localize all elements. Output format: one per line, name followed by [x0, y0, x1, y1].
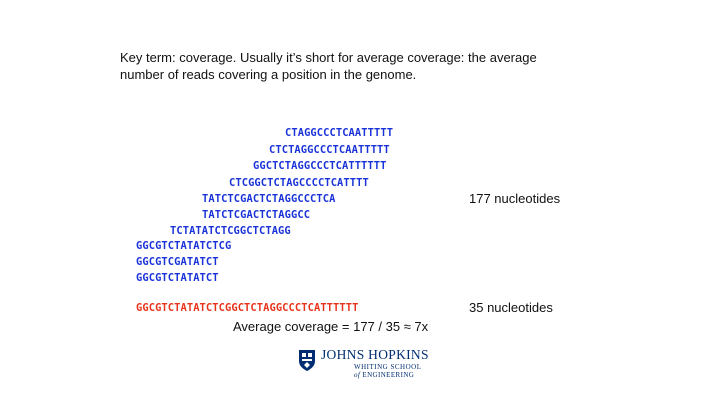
read-7: TCTATATCTCGGCTCTAGG [170, 225, 291, 237]
shield-icon [299, 350, 315, 371]
read-6: TATCTCGACTCTAGGCC [202, 209, 311, 221]
read-10: GGCGTCTATATCT [136, 272, 219, 284]
logo-subtitle-1: WHITING SCHOOL [354, 363, 422, 371]
genome-length-label: 35 nucleotides [469, 300, 553, 315]
logo-subtitle-2-prefix: of [354, 371, 361, 379]
read-5: TATCTCGACTCTAGGCCCTCA [202, 193, 336, 205]
read-1: CTAGGCCCTCAATTTTT [285, 127, 394, 139]
logo-subtitle-2: of ENGINEERING [354, 371, 414, 379]
read-2: CTCTAGGCCCTCAATTTTT [269, 144, 390, 156]
read-3: GGCTCTAGGCCCTCATTTTTT [253, 160, 387, 172]
read-4: CTCGGCTCTAGCCCCTCATTTT [229, 177, 369, 189]
genome-sequence: GGCGTCTATATCTCGGCTCTAGGCCCTCATTTTTT [136, 302, 359, 314]
intro-paragraph: Key term: coverage. Usually it’s short f… [120, 49, 640, 83]
intro-line-1: Key term: coverage. Usually it’s short f… [120, 50, 537, 65]
read-9: GGCGTCGATATCT [136, 256, 219, 268]
logo-name: JOHNS HOPKINS [321, 347, 429, 362]
read-8: GGCGTCTATATCTCG [136, 240, 232, 252]
average-coverage-formula: Average coverage = 177 / 35 ≈ 7x [233, 319, 429, 334]
reads-total-label: 177 nucleotides [469, 191, 561, 206]
intro-line-2: number of reads covering a position in t… [120, 67, 417, 82]
logo-subtitle-2-rest: ENGINEERING [360, 371, 415, 379]
